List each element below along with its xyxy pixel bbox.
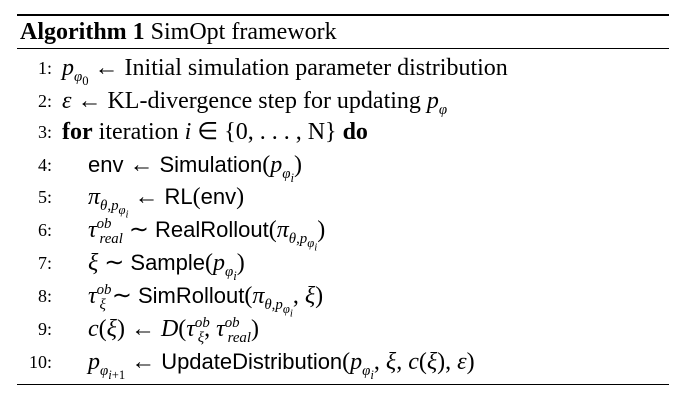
line-number: 7: xyxy=(37,253,52,273)
line-content: ξ ∼ Sample(pφi) xyxy=(88,250,245,283)
line-number: 4: xyxy=(37,155,52,175)
line-content: τobξ ∼ SimRollout(πθ,pφi, ξ) xyxy=(88,282,324,320)
line-content: pφi+1 ← UpdateDistribution(pφi, ξ, c(ξ),… xyxy=(88,349,475,382)
algorithm-title: Algorithm 1 SimOpt framework xyxy=(20,18,337,46)
algorithm-label: Algorithm 1 xyxy=(20,19,145,45)
line-content: τobreal ∼ RealRollout(πθ,pφi) xyxy=(88,216,326,254)
line-number: 2: xyxy=(37,91,52,111)
line-content: πθ,pφi ← RL(env) xyxy=(88,184,245,221)
bottom-rule xyxy=(17,384,669,385)
line-content: c(ξ) ← D(τobξ, τobreal) xyxy=(88,315,260,346)
line-number: 3: xyxy=(37,122,52,142)
top-rule xyxy=(17,14,669,16)
line-number: 6: xyxy=(37,220,52,240)
header-rule xyxy=(17,48,669,49)
line-number: 10: xyxy=(28,352,52,372)
line-number: 8: xyxy=(37,286,52,306)
line-content: for iteration i ∈ {0, . . . , N} do xyxy=(62,119,368,145)
algorithm-name: SimOpt framework xyxy=(150,19,337,45)
line-content: env ← Simulation(pφi) xyxy=(88,152,302,185)
line-number: 1: xyxy=(37,58,52,78)
line-content: ε ← KL-divergence step for updating pφ xyxy=(62,88,448,118)
line-number: 9: xyxy=(37,319,52,339)
line-number: 5: xyxy=(37,187,52,207)
line-content: pφ0 ← Initial simulation parameter distr… xyxy=(62,55,508,88)
